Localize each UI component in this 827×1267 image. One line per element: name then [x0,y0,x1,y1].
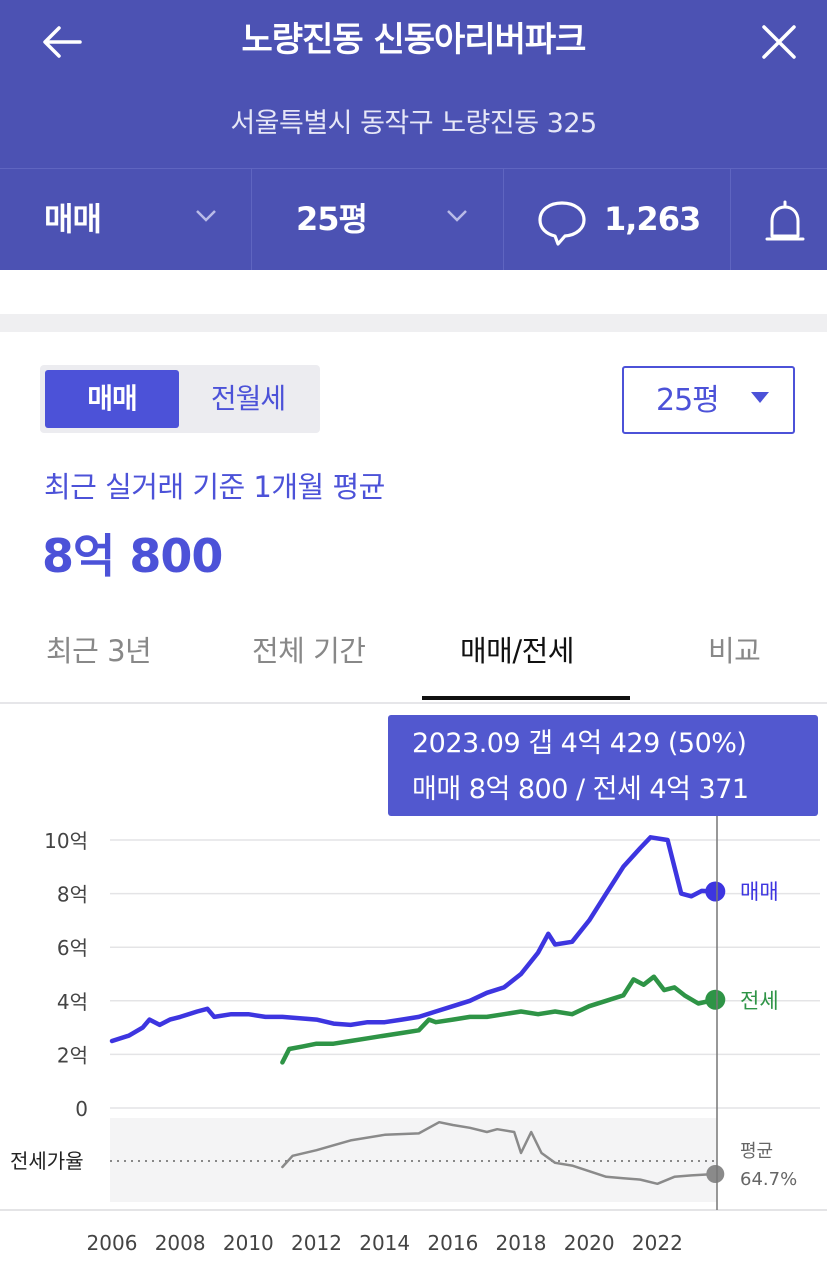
size-label: 25평 [296,200,368,238]
size-dropdown[interactable]: 25평 [252,169,504,271]
x-tick-label: 2016 [427,1231,478,1255]
tooltip-gap: 2023.09 갭 4억 429 (50%) [412,728,747,759]
segment-rent[interactable]: 전월세 [210,382,286,415]
arrow-left-icon[interactable] [36,18,88,66]
x-tick-label: 2018 [496,1231,547,1255]
average-caption: 최근 실거래 기준 1개월 평균 [44,470,385,504]
price-chart[interactable]: 10억 8억 6억 4억 2억 0 2006 2008 2010 2012 2014 2016 201… [0,705,827,1267]
x-tick-label: 2014 [359,1231,410,1255]
close-icon[interactable] [753,18,805,66]
x-tick-label: 2020 [564,1231,615,1255]
average-price: 8억 800 [42,529,223,583]
sale-price-line [109,835,718,1044]
size-select-value: 25평 [656,383,720,418]
filter-bar: 매매 25평 1,263 [0,168,827,271]
sale-end-label: 매매 [740,880,779,904]
app-header: 노량진동 신동아리버파크 서울특별시 동작구 노량진동 325 매매 25평 1… [0,0,827,271]
trade-segment-control: 매매 전월세 [40,365,320,433]
tab-sale-jeonse[interactable]: 매매/전세 [460,634,575,668]
x-tick-label: 2010 [223,1231,274,1255]
tooltip-prices: 매매 8억 800 / 전세 4억 371 [412,774,749,805]
alert-button[interactable] [731,169,827,271]
y-tick-label: 2억 [57,1043,88,1067]
bell-icon [765,200,805,241]
x-tick-label: 2008 [155,1231,206,1255]
ratio-average-value: 64.7% [740,1169,797,1190]
y-tick-label: 0 [75,1097,88,1121]
y-tick-label: 6억 [57,936,88,960]
x-tick-label: 2022 [632,1231,683,1255]
caret-down-icon [751,392,769,403]
segment-sale[interactable]: 매매 [45,370,179,428]
section-divider [0,314,827,332]
spacer [0,270,827,314]
jeonse-ratio-line [281,1120,717,1186]
speech-bubble-icon [538,201,586,246]
page-title: 노량진동 신동아리버파크 [241,20,587,60]
period-tabs: 최근 3년 전체 기간 매매/전세 비교 [0,618,827,704]
size-select[interactable]: 25평 [622,366,795,434]
jeonse-end-label: 전세 [740,989,779,1013]
comment-count: 1,263 [604,200,701,238]
ratio-label: 전세가율 [10,1149,84,1173]
jeonse-price-marker [705,989,726,1010]
tab-all-period[interactable]: 전체 기간 [252,634,366,668]
address-text: 서울특별시 동작구 노량진동 325 [230,108,597,139]
y-tick-label: 4억 [57,990,88,1014]
tab-recent-3y[interactable]: 최근 3년 [46,634,152,668]
chevron-down-icon [447,210,467,222]
x-axis: 2006 2008 2010 2012 2014 2016 2018 2020 2022 [87,1231,683,1255]
active-tab-indicator [422,696,630,700]
chart-grid [0,839,827,1211]
x-tick-label: 2006 [87,1231,138,1255]
trade-type-label: 매매 [44,200,102,238]
y-axis: 10억 8억 6억 4억 2억 0 [44,829,88,1121]
sale-price-marker [705,881,726,902]
ratio-average-label: 평균 [740,1141,773,1162]
chevron-down-icon [196,210,216,222]
jeonse-price-line [280,974,718,1065]
trade-type-dropdown[interactable]: 매매 [0,169,252,271]
x-tick-label: 2012 [291,1231,342,1255]
chart-series [109,835,726,1186]
comments-button[interactable]: 1,263 [504,169,731,271]
tab-compare[interactable]: 비교 [708,634,761,668]
y-tick-label: 10억 [44,829,88,853]
chart-tooltip: 2023.09 갭 4억 429 (50%) 매매 8억 800 / 전세 4억… [388,715,818,816]
y-tick-label: 8억 [57,883,88,907]
jeonse-ratio-marker [706,1165,725,1183]
